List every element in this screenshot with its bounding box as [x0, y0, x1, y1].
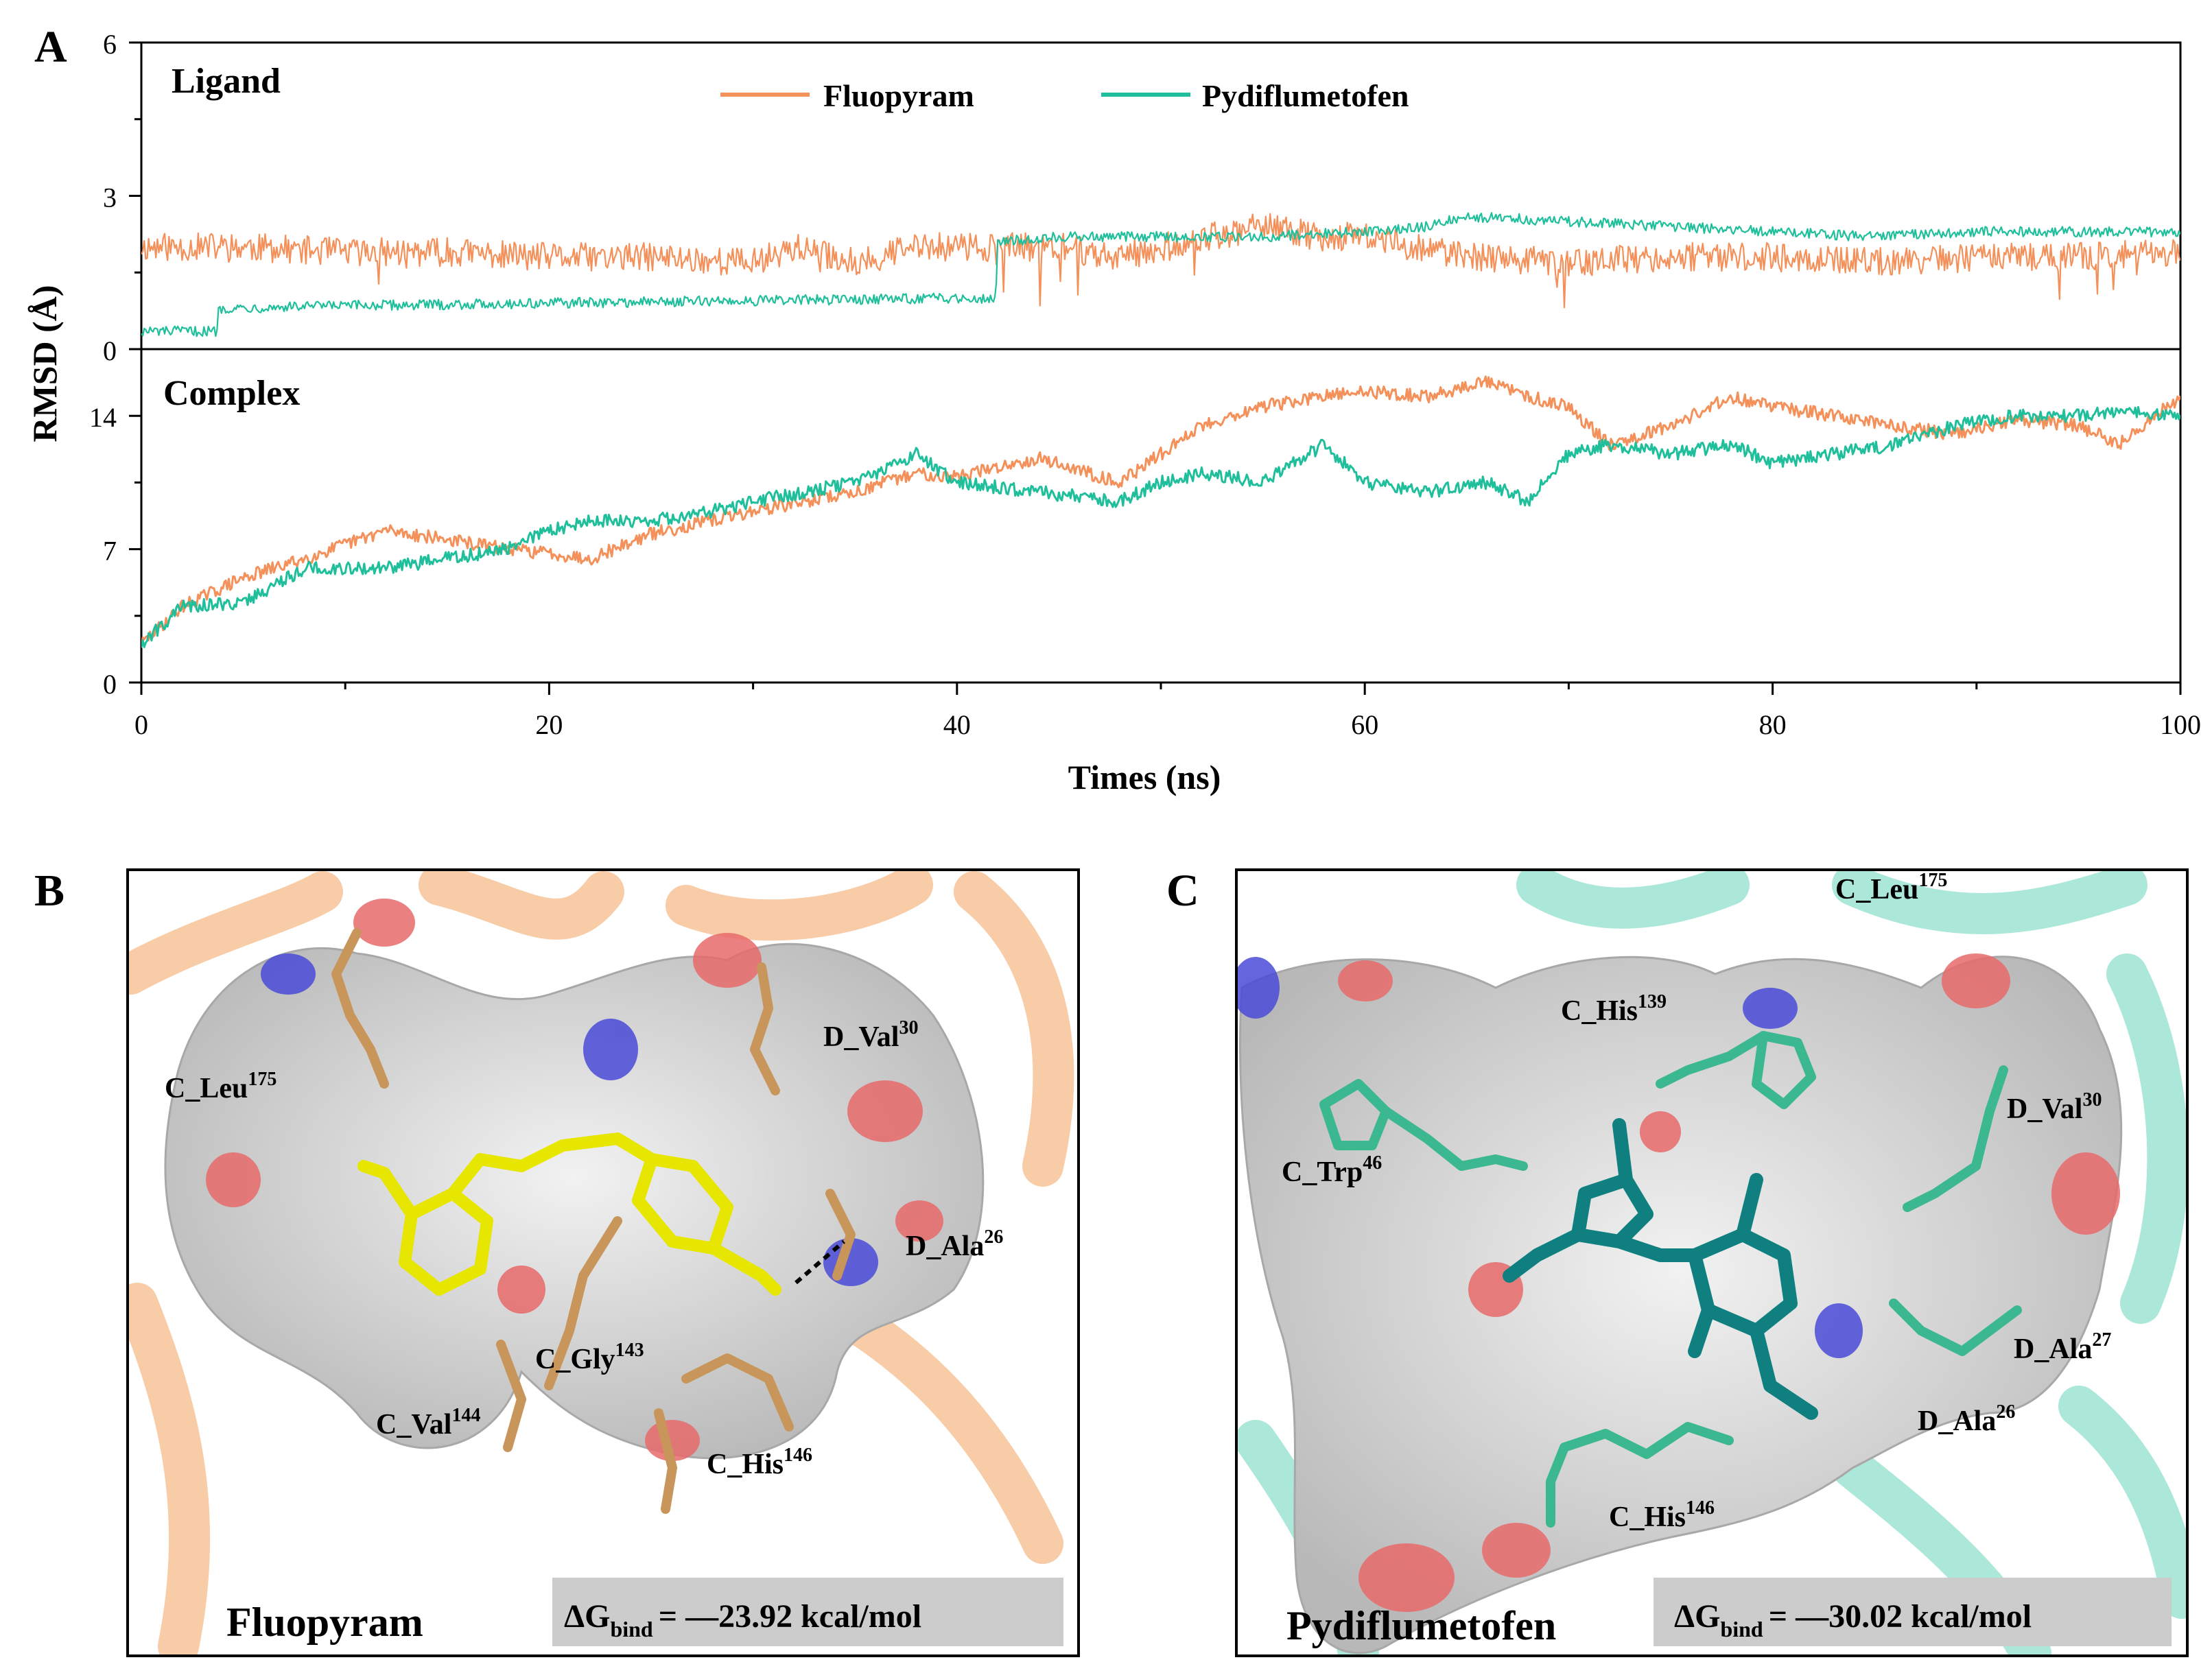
- svg-text:D_Ala26: D_Ala26: [906, 1226, 1003, 1262]
- binding-pocket-surface-c: [1239, 956, 2123, 1654]
- panel-c: C: [1166, 866, 2189, 1657]
- structure-image-c: C_Leu175 C_His139 C_Trp46 D_Val30 D_Ala2…: [1236, 870, 2187, 1656]
- ligand-ytick-label: 6: [103, 29, 117, 60]
- xtick-label: 100: [2160, 709, 2201, 740]
- svg-text:C_Leu175: C_Leu175: [165, 1069, 276, 1104]
- xtick-label: 20: [535, 709, 563, 740]
- ligand-line-pydiflumetofen: [141, 212, 2180, 337]
- ligand-plot-frame: [140, 41, 2182, 351]
- ligand-line-fluopyram: [141, 213, 2180, 309]
- residue-labels-c: C_Leu175 C_His139 C_Trp46 D_Val30 D_Ala2…: [1282, 870, 2111, 1533]
- x-axis-label: Times (ns): [1068, 758, 1221, 796]
- panel-a-letter: A: [34, 22, 67, 72]
- complex-ytick-label: 0: [103, 669, 117, 700]
- svg-text:C_Trp46: C_Trp46: [1282, 1152, 1382, 1188]
- residue-sticks-c: [1319, 1031, 2022, 1528]
- svg-text:C_His146: C_His146: [707, 1445, 812, 1480]
- svg-text:C_Leu175: C_Leu175: [1835, 870, 1947, 905]
- panel-b-ligand-name: Fluopyram: [226, 1600, 423, 1645]
- ligand-sticks-c: [1503, 1118, 1818, 1420]
- legend-label-fluopyram: Fluopyram: [823, 78, 974, 113]
- binding-pocket-surface-b: [164, 942, 985, 1460]
- residue-sticks-b: [331, 928, 856, 1514]
- svg-text:D_Val30: D_Val30: [2007, 1089, 2102, 1125]
- panel-b-letter: B: [34, 866, 64, 916]
- panel-c-frame: [1235, 868, 2189, 1657]
- panel-c-ligand-name: Pydiflumetofen: [1286, 1603, 1556, 1648]
- panel-c-dg-box: [1654, 1578, 2172, 1646]
- ligand-subplot-title: Ligand: [172, 62, 281, 101]
- panel-c-letter: C: [1166, 866, 1199, 916]
- svg-text:C_Gly143: C_Gly143: [535, 1340, 644, 1375]
- ligand-ytick-label: 3: [103, 182, 117, 213]
- y-axis-label: RMSD (Å): [25, 285, 64, 442]
- legend: Fluopyram Pydiflumetofen: [720, 78, 1409, 113]
- panel-b-frame: [126, 868, 1080, 1657]
- xtick-label: 80: [1759, 709, 1787, 740]
- structure-image-b: C_Leu175 D_Val30 D_Ala26 C_Gly143 C_Val1…: [128, 870, 1079, 1656]
- complex-line-pydiflumetofen: [141, 405, 2180, 648]
- xtick-label: 60: [1351, 709, 1378, 740]
- protein-ribbon-b: [128, 870, 1074, 1656]
- complex-ytick-label: 14: [89, 402, 117, 433]
- legend-label-pydiflumetofen: Pydiflumetofen: [1202, 78, 1409, 113]
- complex-series: [141, 375, 2180, 648]
- complex-line-fluopyram: [141, 375, 2180, 648]
- surface-patches-b: [206, 899, 943, 1461]
- svg-text:D_Ala26: D_Ala26: [1918, 1401, 2015, 1437]
- svg-text:C_Val144: C_Val144: [376, 1405, 480, 1440]
- panel-b-dg-label: ΔGbind = —23.92 kcal/mol: [564, 1598, 921, 1641]
- complex-plot-frame: [140, 348, 2182, 684]
- svg-text:D_Val30: D_Val30: [823, 1017, 918, 1053]
- svg-text:C_His139: C_His139: [1561, 991, 1667, 1027]
- xtick-label: 40: [943, 709, 971, 740]
- ligand-series: [141, 212, 2180, 337]
- surface-patches-c: [1236, 953, 2120, 1612]
- svg-text:C_His146: C_His146: [1609, 1497, 1715, 1533]
- xtick-label: 0: [134, 709, 148, 740]
- panel-b-dg-box: [552, 1578, 1063, 1646]
- ligand-ytick-label: 0: [103, 335, 117, 366]
- residue-labels-b: C_Leu175 D_Val30 D_Ala26 C_Gly143 C_Val1…: [165, 1017, 1003, 1480]
- ligand-sticks-b: [357, 1132, 781, 1296]
- complex-subplot-title: Complex: [163, 374, 300, 413]
- complex-ytick-label: 7: [103, 536, 117, 567]
- panel-c-dg-label: ΔGbind = —30.02 kcal/mol: [1674, 1598, 2032, 1641]
- panel-b: B: [34, 866, 1080, 1657]
- svg-text:D_Ala27: D_Ala27: [2014, 1329, 2111, 1365]
